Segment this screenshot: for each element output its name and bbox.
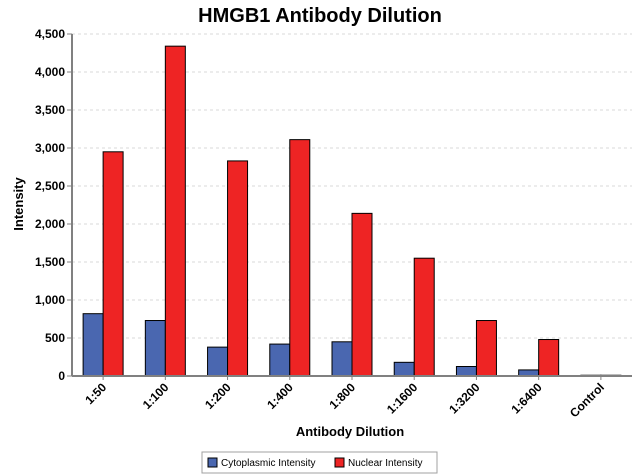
y-axis-title: Intensity: [11, 177, 26, 231]
bar-cytoplasmic: [331, 341, 353, 377]
legend-box: [201, 451, 438, 474]
bar-layer: [82, 45, 622, 377]
y-tick-label: 1,000: [35, 293, 65, 307]
legend: Cytoplasmic Intensity Nuclear Intensity: [201, 451, 438, 474]
y-tick-label: 3,500: [35, 103, 65, 117]
legend-label-cytoplasmic: Cytoplasmic Intensity: [221, 458, 315, 469]
bar-nuclear: [227, 160, 249, 377]
bar-nuclear: [538, 339, 560, 377]
x-tick-label: 1:800: [327, 380, 359, 412]
bar-cytoplasmic: [269, 343, 291, 377]
bar-nuclear: [413, 257, 435, 377]
bar-nuclear: [475, 320, 497, 377]
bar-cytoplasmic: [144, 320, 166, 377]
bar-nuclear: [289, 139, 311, 377]
y-axis-ticks: 0 500 1,000 1,500 2,000 2,500 3,000 3,500 4,000 4…: [35, 27, 72, 383]
bar-cytoplasmic: [393, 361, 415, 377]
y-tick-label: 4,000: [35, 65, 65, 79]
legend-label-nuclear: Nuclear Intensity: [348, 458, 422, 469]
x-tick-label: 1:3200: [446, 380, 483, 417]
bar-cytoplasmic: [82, 313, 104, 377]
bar-cytoplasmic: [455, 366, 477, 377]
bar-nuclear: [351, 212, 373, 377]
y-tick-label: 2,000: [35, 217, 65, 231]
legend-swatch-cytoplasmic: [207, 457, 218, 468]
chart-title: HMGB1 Antibody Dilution: [198, 5, 442, 27]
x-tick-label: Control: [567, 380, 607, 420]
y-tick-label: 2,500: [35, 179, 65, 193]
x-axis-title: Antibody Dilution: [296, 424, 404, 439]
bar-cytoplasmic: [207, 346, 229, 377]
x-tick-label: 1:50: [82, 380, 109, 407]
y-tick-label: 4,500: [35, 27, 65, 41]
y-tick-label: 0: [58, 369, 65, 383]
x-tick-label: 1:1600: [384, 380, 421, 417]
x-axis-ticks: 1:50 1:100 1:200 1:400 1:800 1:1600 1:3200 1:64…: [82, 376, 607, 420]
y-tick-label: 3,000: [35, 141, 65, 155]
x-tick-label: 1:6400: [508, 380, 545, 417]
x-tick-label: 1:100: [140, 380, 172, 412]
bar-nuclear: [164, 45, 186, 377]
legend-swatch-nuclear: [334, 457, 345, 468]
y-tick-label: 1,500: [35, 255, 65, 269]
x-tick-label: 1:200: [202, 380, 234, 412]
bar-nuclear: [102, 151, 124, 377]
y-tick-label: 500: [45, 331, 65, 345]
x-tick-label: 1:400: [264, 380, 296, 412]
